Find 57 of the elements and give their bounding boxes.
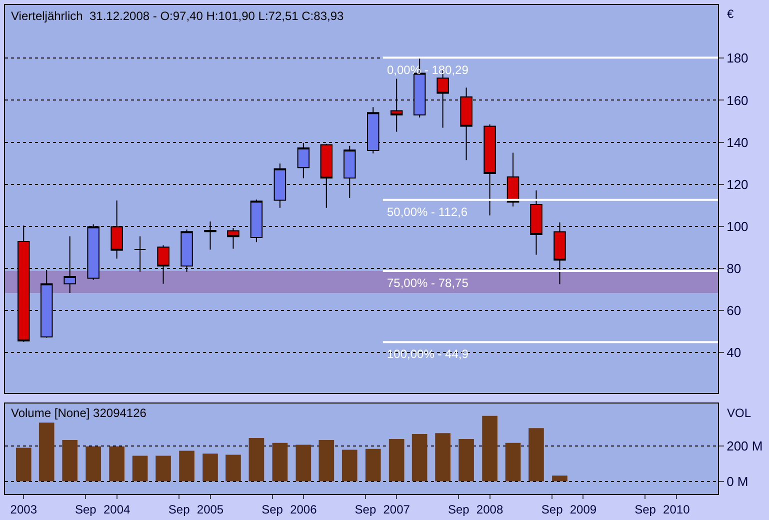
bar	[132, 456, 148, 482]
x-tick-label: Sep	[74, 502, 97, 516]
annotation: 50,00% - 112,6	[387, 205, 468, 219]
x-tick-label: Sep	[541, 502, 564, 516]
y-tick-label: 60	[726, 302, 742, 318]
bar	[202, 454, 218, 482]
bar	[365, 448, 381, 482]
bar	[16, 448, 32, 482]
x-tick-label: Sep	[354, 502, 376, 516]
x-tick-label: 2008	[476, 502, 504, 516]
x-tick-label: Sep	[634, 502, 656, 516]
x-tick-label: 2009	[570, 502, 597, 516]
x-tick-label: Sep	[448, 502, 470, 516]
x-tick-label: 2007	[383, 502, 410, 516]
bar	[156, 456, 171, 482]
y-tick-label: 120	[726, 176, 748, 192]
x-tick-label: 2004	[103, 502, 130, 516]
candlestick	[297, 142, 310, 179]
bar	[482, 416, 498, 482]
x-tick-label: 2005	[196, 502, 224, 516]
x-tick-label: Sep	[262, 502, 284, 516]
bar	[318, 440, 334, 482]
bar	[226, 454, 241, 482]
bar	[412, 434, 428, 482]
x-tick-label: 2010	[663, 502, 690, 516]
x-tick-label: Sep	[168, 502, 190, 516]
x-tick-label: 2003	[10, 502, 38, 516]
bar	[505, 442, 521, 482]
bar	[248, 438, 264, 482]
y-tick-label: 200 M	[726, 438, 763, 454]
bar	[272, 442, 288, 482]
bar	[388, 438, 404, 482]
bar	[342, 450, 358, 482]
y-axis-title: VOL	[727, 406, 752, 420]
bar	[109, 446, 124, 482]
annotation: 75,00% - 78,75	[387, 276, 469, 290]
x-tick-label: 2006	[290, 502, 318, 516]
chart-title: Vierteljährlich 31.12.2008 - O:97,40 H:101,90 L:72,51 C:83,93	[11, 9, 344, 23]
bar	[62, 440, 78, 482]
bar	[86, 446, 101, 482]
chart-title: Volume [None] 32094126	[11, 406, 147, 420]
y-tick-label: 100	[726, 218, 748, 234]
bar	[435, 433, 450, 482]
y-tick-label: 40	[726, 344, 742, 360]
y-tick-label: 0 M	[726, 474, 748, 489]
bar	[528, 428, 544, 482]
bar	[179, 450, 194, 482]
bar	[458, 438, 474, 482]
bar	[552, 476, 568, 482]
annotation: 100,00% - 44,9	[387, 347, 469, 361]
y-tick-label: 160	[726, 92, 748, 108]
bar	[38, 422, 54, 482]
y-tick-label: 140	[726, 134, 748, 150]
bar	[296, 444, 312, 482]
y-tick-label: 80	[726, 260, 742, 276]
y-axis-title: €	[727, 7, 734, 21]
y-tick-label: 180	[726, 50, 748, 66]
